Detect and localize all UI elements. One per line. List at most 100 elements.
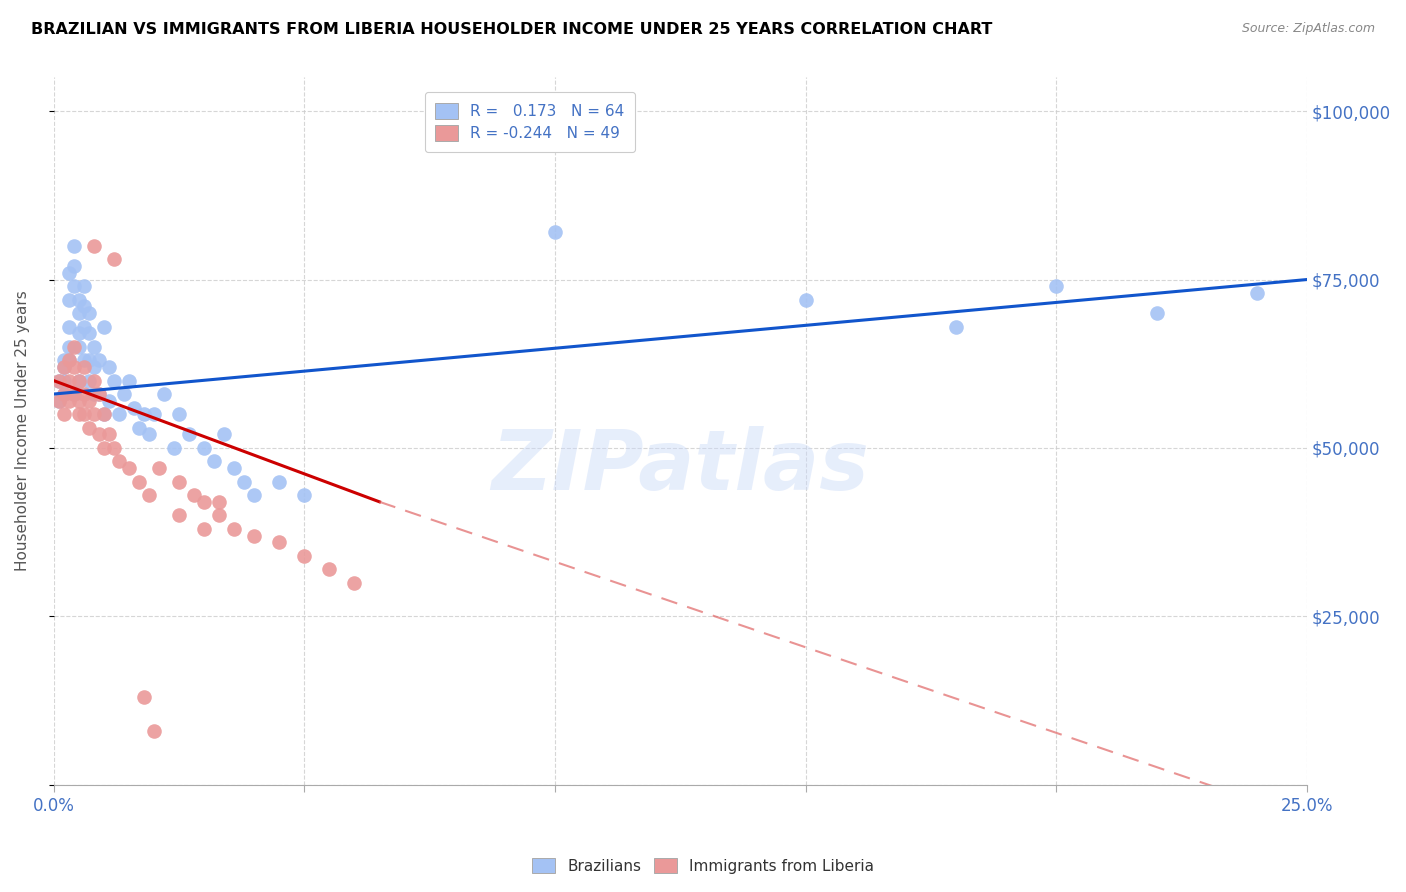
Point — [77, 306, 100, 320]
Point — [93, 407, 115, 421]
Point — [208, 508, 231, 523]
Point — [142, 723, 165, 738]
Point — [93, 407, 115, 421]
Point — [58, 353, 80, 368]
Point — [1146, 306, 1168, 320]
Point — [153, 387, 176, 401]
Point — [83, 239, 105, 253]
Point — [77, 326, 100, 341]
Point — [292, 488, 315, 502]
Point — [343, 575, 366, 590]
Point — [87, 387, 110, 401]
Point — [269, 475, 291, 489]
Point — [193, 522, 215, 536]
Point — [52, 374, 75, 388]
Point — [1246, 285, 1268, 300]
Point — [202, 454, 225, 468]
Point — [132, 407, 155, 421]
Point — [52, 387, 75, 401]
Point — [52, 407, 75, 421]
Point — [67, 340, 90, 354]
Point — [67, 306, 90, 320]
Point — [58, 374, 80, 388]
Point — [52, 353, 75, 368]
Point — [243, 528, 266, 542]
Point — [107, 454, 129, 468]
Legend: R =   0.173   N = 64, R = -0.244   N = 49: R = 0.173 N = 64, R = -0.244 N = 49 — [425, 92, 636, 152]
Point — [73, 300, 96, 314]
Point — [167, 407, 190, 421]
Point — [62, 387, 84, 401]
Point — [163, 441, 186, 455]
Point — [193, 495, 215, 509]
Point — [103, 441, 125, 455]
Point — [122, 401, 145, 415]
Point — [83, 407, 105, 421]
Point — [93, 319, 115, 334]
Point — [62, 360, 84, 375]
Point — [67, 374, 90, 388]
Point — [107, 407, 129, 421]
Point — [48, 374, 70, 388]
Point — [62, 340, 84, 354]
Point — [77, 393, 100, 408]
Point — [62, 387, 84, 401]
Point — [118, 461, 141, 475]
Point — [73, 360, 96, 375]
Point — [167, 508, 190, 523]
Point — [138, 427, 160, 442]
Point — [83, 340, 105, 354]
Point — [67, 393, 90, 408]
Point — [58, 340, 80, 354]
Point — [48, 393, 70, 408]
Point — [224, 461, 246, 475]
Point — [224, 522, 246, 536]
Point — [97, 427, 120, 442]
Point — [52, 360, 75, 375]
Point — [132, 690, 155, 705]
Point — [103, 252, 125, 267]
Point — [93, 441, 115, 455]
Point — [67, 293, 90, 307]
Point — [58, 266, 80, 280]
Point — [183, 488, 205, 502]
Y-axis label: Householder Income Under 25 years: Householder Income Under 25 years — [15, 291, 30, 572]
Point — [67, 374, 90, 388]
Point — [77, 353, 100, 368]
Point — [87, 427, 110, 442]
Point — [87, 387, 110, 401]
Point — [67, 326, 90, 341]
Point — [58, 393, 80, 408]
Point — [73, 387, 96, 401]
Point — [77, 374, 100, 388]
Point — [233, 475, 256, 489]
Point — [48, 393, 70, 408]
Point — [544, 226, 567, 240]
Point — [148, 461, 170, 475]
Point — [138, 488, 160, 502]
Point — [118, 374, 141, 388]
Point — [73, 279, 96, 293]
Text: BRAZILIAN VS IMMIGRANTS FROM LIBERIA HOUSEHOLDER INCOME UNDER 25 YEARS CORRELATI: BRAZILIAN VS IMMIGRANTS FROM LIBERIA HOU… — [31, 22, 993, 37]
Point — [97, 360, 120, 375]
Point — [67, 407, 90, 421]
Point — [945, 319, 967, 334]
Point — [112, 387, 135, 401]
Text: Source: ZipAtlas.com: Source: ZipAtlas.com — [1241, 22, 1375, 36]
Point — [62, 239, 84, 253]
Point — [62, 259, 84, 273]
Point — [318, 562, 340, 576]
Point — [1045, 279, 1067, 293]
Point — [97, 393, 120, 408]
Point — [58, 319, 80, 334]
Point — [177, 427, 200, 442]
Point — [83, 374, 105, 388]
Point — [83, 387, 105, 401]
Point — [52, 360, 75, 375]
Point — [212, 427, 235, 442]
Point — [243, 488, 266, 502]
Point — [58, 353, 80, 368]
Point — [167, 475, 190, 489]
Point — [208, 495, 231, 509]
Point — [128, 421, 150, 435]
